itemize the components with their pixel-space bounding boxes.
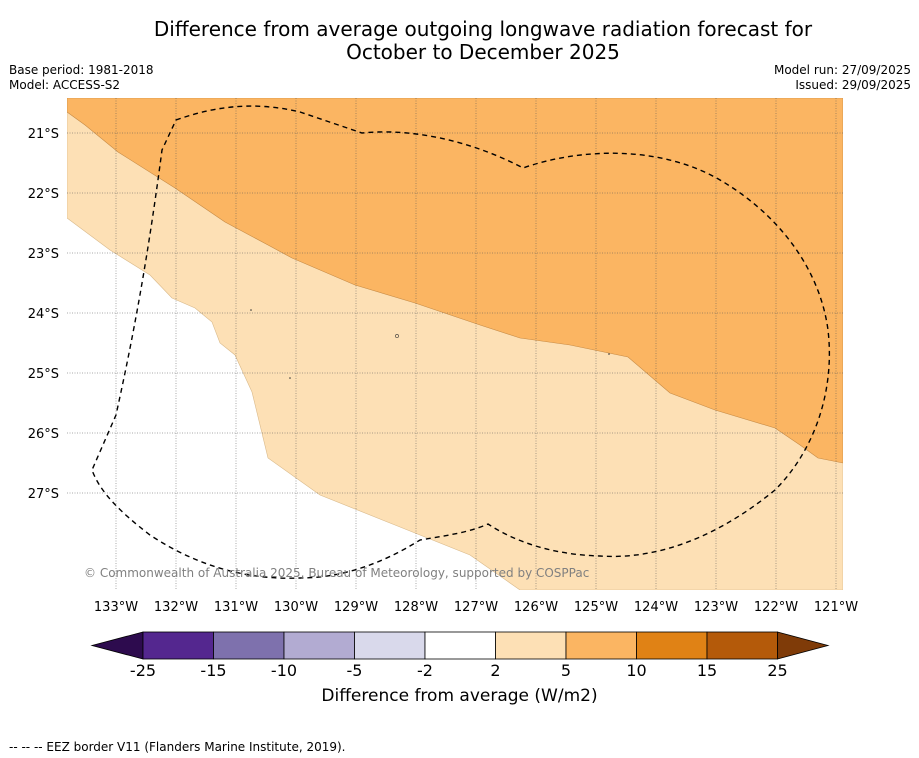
lat-label: 25°S [28,367,59,382]
lon-label: 123°W [694,600,738,615]
colorbar-segment [283,631,355,660]
lon-label: 124°W [634,600,678,615]
colorbar-tick: -5 [347,661,363,680]
lon-label: 125°W [574,600,618,615]
lat-label: 22°S [28,187,59,202]
colorbar-segment [565,631,637,660]
meta-right: Model run: 27/09/2025 Issued: 29/09/2025 [774,63,911,93]
colorbar-tick: -10 [271,661,297,680]
colorbar-tick: -2 [417,661,433,680]
colorbar: -25 -15 -10 -5 -2 2 5 10 15 25 [90,631,830,680]
colorbar-tick: 15 [697,661,717,680]
title-line-2: October to December 2025 [346,40,620,64]
colorbar-tick: -25 [130,661,156,680]
colorbar-tick: 25 [767,661,787,680]
colorbar-extend-low [90,631,144,660]
issued-date: Issued: 29/09/2025 [795,78,911,92]
colorbar-segment [636,631,708,660]
colorbar-tick: -15 [200,661,226,680]
base-period: Base period: 1981-2018 [9,63,154,77]
colorbar-segment [142,631,214,660]
map-area [67,98,843,590]
lon-label: 128°W [394,600,438,615]
lat-label: 23°S [28,247,59,262]
chart-title: Difference from average outgoing longwav… [0,18,919,64]
lat-label: 27°S [28,487,59,502]
model-run: Model run: 27/09/2025 [773,63,911,77]
lon-label: 127°W [454,600,498,615]
lon-label: 133°W [94,600,138,615]
lat-label: 24°S [28,307,59,322]
lat-label: 21°S [28,127,59,142]
eez-legend: -- -- -- EEZ border V11 (Flanders Marine… [9,740,346,754]
lon-label: 129°W [334,600,378,615]
colorbar-extend-high [777,631,830,660]
lon-label: 132°W [154,600,198,615]
lon-label: 131°W [214,600,258,615]
colorbar-segment [706,631,778,660]
colorbar-tick: 5 [561,661,571,680]
copyright-notice: © Commonwealth of Australia 2025, Bureau… [84,566,589,580]
lon-labels: 133°W 132°W 131°W 130°W 129°W 128°W 127°… [94,600,858,615]
lon-label: 130°W [274,600,318,615]
lat-label: 26°S [28,427,59,442]
lon-label: 126°W [514,600,558,615]
meta-left: Base period: 1981-2018 Model: ACCESS-S2 [9,63,154,93]
colorbar-segment [354,631,426,660]
grid-lines [67,98,843,590]
model-name: Model: ACCESS-S2 [9,78,121,92]
colorbar-tick: 10 [626,661,646,680]
islands [250,309,610,379]
lon-label: 122°W [754,600,798,615]
lon-label: 121°W [814,600,858,615]
colorbar-segment [424,631,496,660]
colorbar-segment [213,631,285,660]
title-line-1: Difference from average outgoing longwav… [153,17,813,41]
lat-labels: 21°S 22°S 23°S 24°S 25°S 26°S 27°S [28,127,59,502]
colorbar-label: Difference from average (W/m2) [321,686,598,706]
colorbar-tick: 2 [490,661,500,680]
colorbar-segment [495,631,567,660]
region-5-to-10 [67,98,843,464]
